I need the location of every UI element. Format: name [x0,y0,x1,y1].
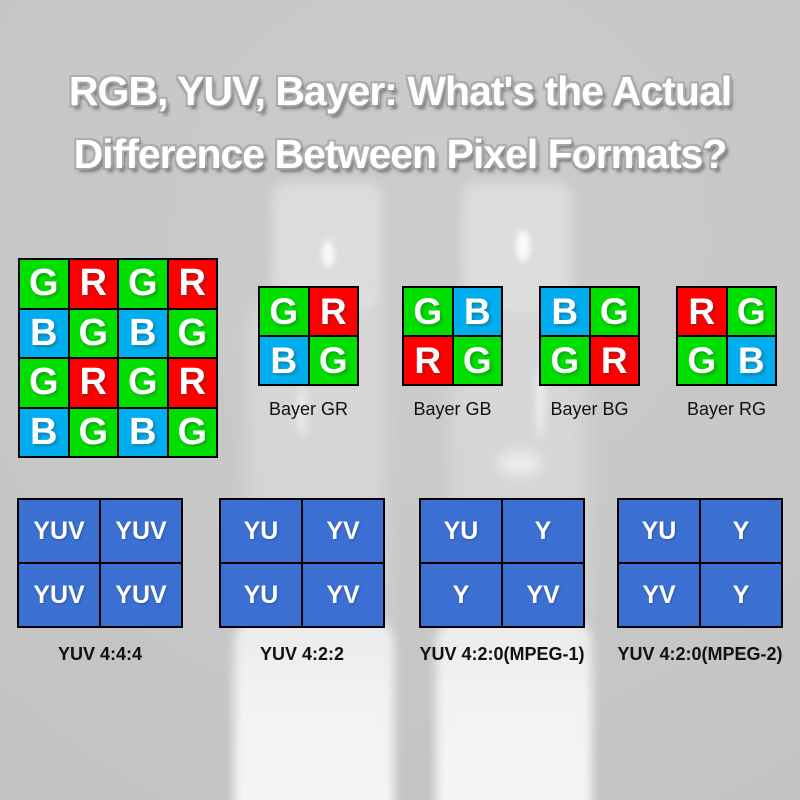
bayer-cell: B [260,337,308,384]
yuv-cell: Y [421,564,501,626]
yuv-grid-label: YUV 4:2:0(MPEG-1) [419,644,585,664]
yuv-grid-label: YUV 4:2:2 [259,644,345,664]
rgb-grid-cell: B [119,408,167,456]
bayer-grid-label: Bayer BG [550,399,629,419]
bayer-gb-group: G B R G Bayer GB [402,286,503,420]
bayer-cell: B [727,337,775,384]
bayer-cell: R [309,288,357,335]
bayer-cell: G [309,337,357,384]
rgb-grid-cell: G [69,309,117,357]
bayer-cell: R [590,337,638,384]
page-title-line1: RGB, YUV, Bayer: What's the Actual [68,68,732,114]
yuv-cell: Y [503,500,583,562]
yuv-422-grid: YU YV YU YV [219,498,385,628]
bayer-grid-label: Bayer GR [268,399,349,419]
bayer-cell: G [727,288,775,335]
rgb-grid-cell: B [20,309,68,357]
yuv-420-mpeg1-group: YU Y Y YV YUV 4:2:0(MPEG-1) [419,498,585,665]
yuv-cell: YV [619,564,699,626]
rgb-grid-cell: G [69,408,117,456]
bayer-cell: G [678,337,726,384]
rgb-grid-cell: G [168,408,216,456]
bayer-cell: G [260,288,308,335]
bayer-cell: G [453,337,501,384]
yuv-cell: YV [503,564,583,626]
bayer-gr-grid: G R B G [258,286,359,386]
yuv-cell: YUV [101,564,181,626]
rgb-4x4-grid: G R G R B G B G G R G R B G B G [18,258,218,458]
bayer-cell: G [541,337,589,384]
bayer-rg-grid: R G G B [676,286,777,386]
yuv-444-grid: YUV YUV YUV YUV [17,498,183,628]
rgb-grid-cell: R [168,359,216,407]
rgb-grid-cell: R [69,260,117,308]
glass-highlight [516,230,530,262]
rgb-grid-cell: B [20,408,68,456]
yuv-cell: YUV [19,500,99,562]
yuv-cell: Y [701,564,781,626]
bayer-cell: B [453,288,501,335]
yuv-cell: YU [619,500,699,562]
bayer-cell: G [590,288,638,335]
yuv-420-mpeg2-grid: YU Y YV Y [617,498,783,628]
yuv-422-group: YU YV YU YV YUV 4:2:2 [219,498,385,665]
yuv-420-mpeg1-grid: YU Y Y YV [419,498,585,628]
page-title: RGB, YUV, Bayer: What's the Actual Diffe… [0,60,800,186]
rgb-grid-cell: G [119,359,167,407]
rgb-grid-cell: G [119,260,167,308]
glass-highlight [497,450,543,476]
rgb-grid-cell: B [119,309,167,357]
yuv-grid-label: YUV 4:4:4 [57,644,143,664]
yuv-grid-label: YUV 4:2:0(MPEG-2) [617,644,783,664]
bayer-gb-grid: G B R G [402,286,503,386]
bayer-bg-group: B G G R Bayer BG [539,286,640,420]
bayer-gr-group: G R B G Bayer GR [258,286,359,420]
yuv-cell: YU [421,500,501,562]
yuv-cell: YUV [101,500,181,562]
bayer-grid-label: Bayer GB [413,399,492,419]
yuv-cell: YUV [19,564,99,626]
bayer-rg-group: R G G B Bayer RG [676,286,777,420]
bayer-bg-grid: B G G R [539,286,640,386]
bayer-cell: G [404,288,452,335]
yuv-444-group: YUV YUV YUV YUV YUV 4:4:4 [17,498,183,665]
bayer-grid-label: Bayer RG [686,399,767,419]
bayer-cell: R [404,337,452,384]
glass-highlight [322,240,334,268]
yuv-cell: YV [303,564,383,626]
yuv-420-mpeg2-group: YU Y YV Y YUV 4:2:0(MPEG-2) [617,498,783,665]
rgb-grid-cell: R [168,260,216,308]
yuv-cell: YU [221,564,301,626]
bayer-cell: R [678,288,726,335]
page-title-line2: Difference Between Pixel Formats? [73,131,728,177]
rgb-grid-cell: G [20,359,68,407]
yuv-cell: Y [701,500,781,562]
rgb-grid-cell: G [20,260,68,308]
yuv-cell: YU [221,500,301,562]
yuv-cell: YV [303,500,383,562]
rgb-grid-cell: G [168,309,216,357]
rgb-grid-cell: R [69,359,117,407]
bayer-cell: B [541,288,589,335]
